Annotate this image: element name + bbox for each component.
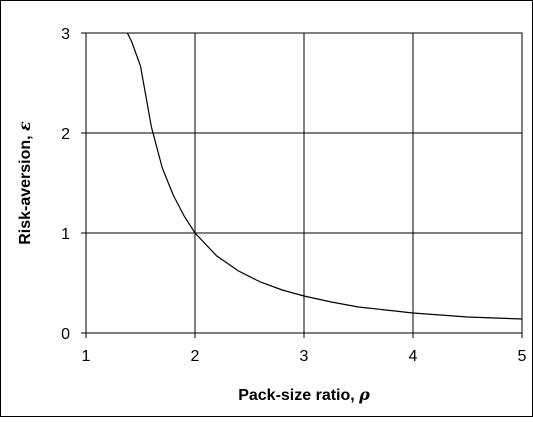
x-tick-label: 3 [300, 348, 309, 365]
x-tick-label: 2 [191, 348, 200, 365]
x-tick-labels: 1 2 3 4 5 [82, 348, 527, 365]
x-axis-title-symbol: ρ [358, 385, 370, 404]
y-axis-title-text: Risk-aversion, [17, 131, 34, 245]
x-axis-title: Pack-size ratio, ρ [238, 385, 370, 404]
x-axis-title-text: Pack-size ratio, [238, 387, 359, 404]
series-line-risk-aversion [126, 32, 523, 320]
y-tick-label: 2 [61, 126, 70, 143]
y-tick-label: 0 [61, 326, 70, 343]
x-tick-label: 4 [409, 348, 418, 365]
y-tick-labels: 0 1 2 3 [61, 26, 70, 343]
y-axis-title-symbol: ε [15, 121, 34, 131]
x-tick-label: 5 [518, 348, 527, 365]
x-tick-label: 1 [82, 348, 91, 365]
y-tick-label: 3 [61, 26, 70, 43]
y-tick-label: 1 [61, 226, 70, 243]
tick-marks [81, 32, 523, 338]
y-axis-title: Risk-aversion, ε [15, 121, 34, 245]
